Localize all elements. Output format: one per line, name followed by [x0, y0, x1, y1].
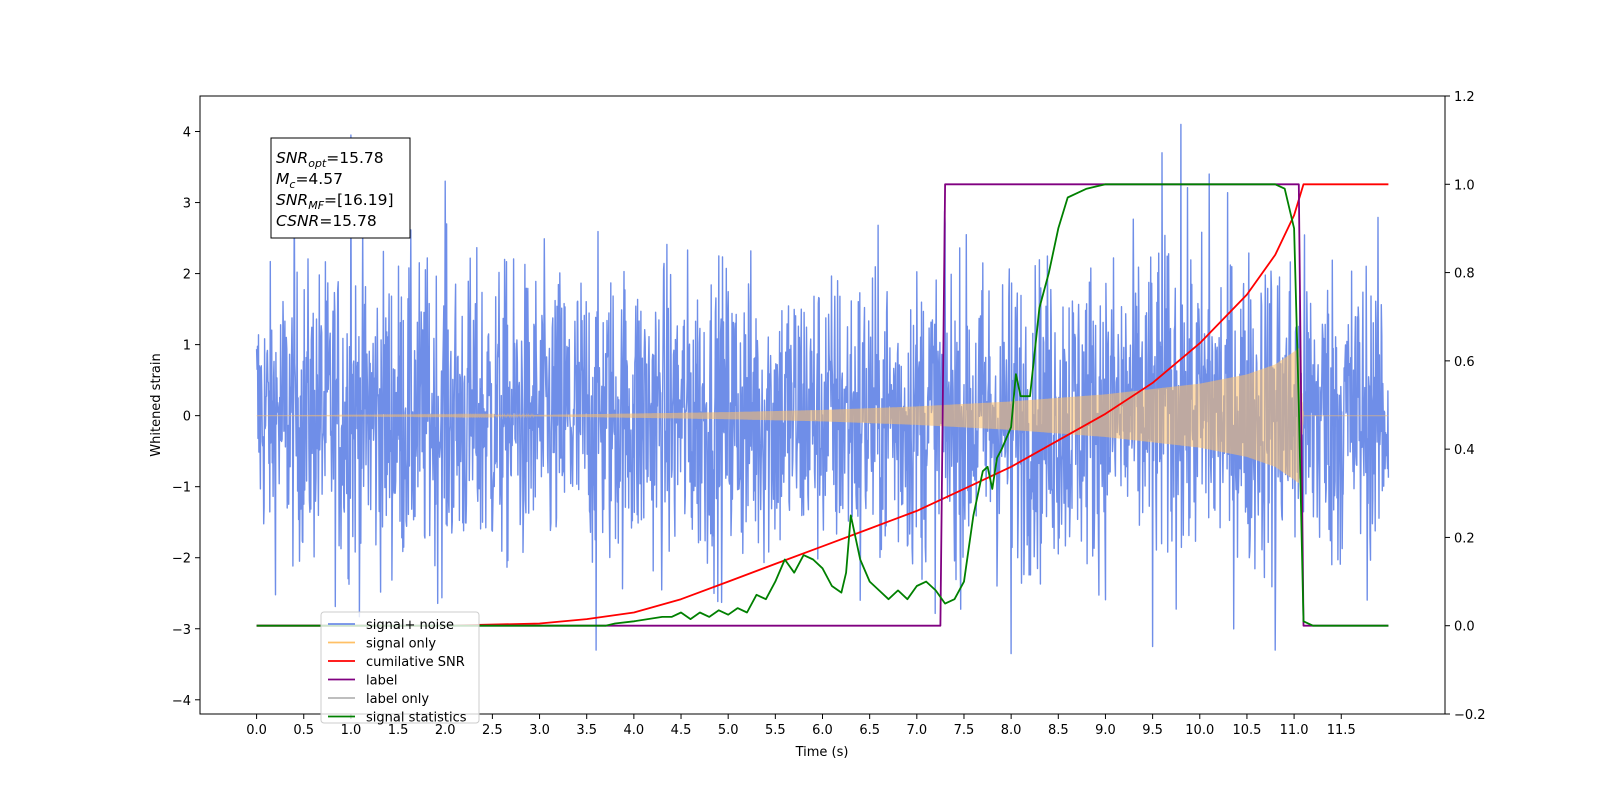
x-tick-label: 8.5 — [1048, 723, 1069, 738]
y-tick-label: 3 — [183, 197, 191, 212]
y-tick-label: 4 — [183, 126, 191, 141]
legend-label: cumilative SNR — [366, 655, 465, 670]
x-tick-label: 11.5 — [1327, 723, 1356, 738]
stats-line-symbol: M — [276, 170, 289, 188]
legend-label: label only — [366, 692, 429, 707]
stats-line-symbol: CSNR — [276, 212, 319, 230]
data-layer — [255, 123, 1390, 655]
stats-line-symbol: SNR — [276, 191, 308, 209]
y2-tick-label: 1.0 — [1454, 178, 1475, 193]
x-tick-label: 0.0 — [246, 723, 267, 738]
y2-tick-label: 0.2 — [1454, 531, 1475, 546]
x-tick-label: 2.0 — [435, 723, 456, 738]
y2-tick-label: 0.4 — [1454, 443, 1475, 458]
x-tick-label: 4.0 — [624, 723, 645, 738]
stats-line-value: =15.78 — [319, 212, 376, 230]
legend-label: label — [366, 674, 397, 689]
stats-line-value: =15.78 — [326, 149, 383, 167]
legend: signal+ noise signal only cumilative SNR la… — [320, 611, 480, 726]
legend-label: signal only — [366, 637, 436, 652]
y-tick-label: −3 — [172, 623, 191, 638]
x-tick-label: 7.0 — [906, 723, 927, 738]
x-tick-label: 10.0 — [1185, 723, 1214, 738]
x-tick-label: 7.5 — [954, 723, 975, 738]
legend-label: signal+ noise — [366, 618, 454, 633]
stats-line-subscript: MF — [308, 199, 324, 212]
stats-line-subscript: opt — [308, 157, 327, 170]
x-tick-label: 2.5 — [482, 723, 503, 738]
y-axis-label: Whitened strain — [149, 353, 164, 456]
x-tick-label: 3.5 — [576, 723, 597, 738]
stats-line-value: =4.57 — [295, 170, 343, 188]
x-tick-label: 6.5 — [859, 723, 880, 738]
series-line-cumulative-snr — [256, 183, 1389, 627]
y2-tick-label: 0.0 — [1454, 620, 1475, 635]
stats-line-value: =[16.19] — [324, 191, 393, 209]
x-tick-label: 1.0 — [341, 723, 362, 738]
x-tick-label: 1.5 — [388, 723, 409, 738]
x-tick-label: 10.5 — [1232, 723, 1261, 738]
stats-box-frame — [270, 137, 411, 239]
series-line-signal-only — [256, 348, 1389, 483]
x-tick-label: 5.0 — [718, 723, 739, 738]
stats-line: CSNR=15.78 — [276, 212, 377, 230]
stats-line-symbol: SNR — [276, 149, 308, 167]
y-tick-label: −2 — [172, 552, 191, 567]
stats-box: SNRopt=15.78Mc=4.57SNRMF=[16.19]CSNR=15.… — [270, 137, 411, 239]
stats-line-subscript: c — [289, 178, 295, 191]
x-tick-label: 3.0 — [529, 723, 550, 738]
y-tick-label: 1 — [183, 339, 191, 354]
y2-tick-label: −0.2 — [1454, 708, 1486, 723]
y-tick-label: −1 — [172, 481, 191, 496]
x-tick-label: 11.0 — [1280, 723, 1309, 738]
series-line-signal-statistics — [256, 183, 1389, 627]
axes-layer: 0.0 0.5 1.0 1.5 2.0 2.5 3.0 3.5 4.0 4.5 5.0 5.5 6.0 6… — [172, 90, 1486, 738]
x-tick-label: 4.5 — [671, 723, 692, 738]
x-tick-label: 5.5 — [765, 723, 786, 738]
x-tick-label: 9.5 — [1142, 723, 1163, 738]
x-tick-label: 9.0 — [1095, 723, 1116, 738]
y-tick-label: −4 — [172, 694, 191, 709]
legend-label: signal statistics — [366, 711, 467, 726]
y-tick-label: 0 — [183, 410, 191, 425]
y2-tick-label: 0.6 — [1454, 355, 1475, 370]
legend-frame — [320, 611, 480, 724]
x-tick-label: 0.5 — [293, 723, 314, 738]
x-tick-label: 8.0 — [1001, 723, 1022, 738]
stats-line: SNRMF=[16.19] — [276, 191, 394, 212]
x-tick-label: 6.0 — [812, 723, 833, 738]
stats-line: SNRopt=15.78 — [276, 149, 384, 170]
y-tick-label: 2 — [183, 268, 191, 283]
y2-tick-label: 1.2 — [1454, 90, 1475, 105]
stats-line: Mc=4.57 — [276, 170, 343, 191]
y2-tick-label: 0.8 — [1454, 267, 1475, 282]
x-axis-label: Time (s) — [795, 745, 849, 760]
